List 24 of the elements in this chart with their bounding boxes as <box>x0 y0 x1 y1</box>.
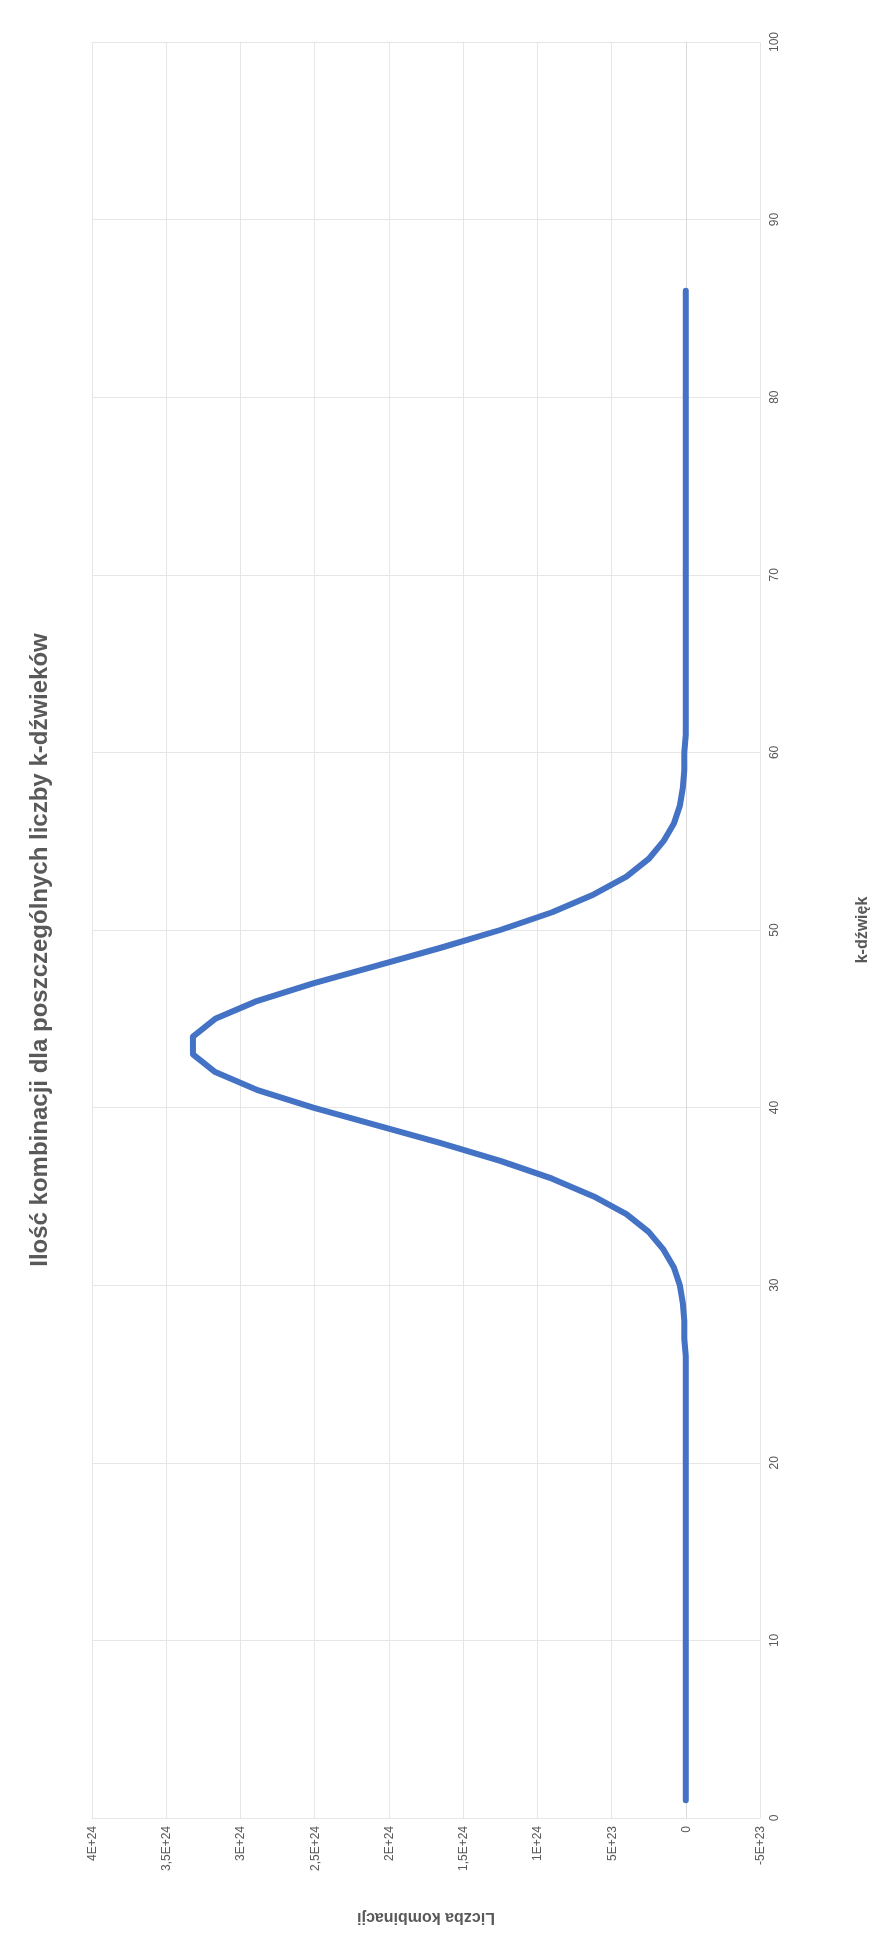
x-tick-label: 3,5E+24 <box>159 1825 174 1872</box>
y-tick-label: 30 <box>767 1278 781 1292</box>
x-tick-label: 2,5E+24 <box>307 1825 322 1872</box>
x-tick-label: 1E+24 <box>530 1825 545 1862</box>
x-axis-title: Liczba kombinacji <box>357 1909 495 1927</box>
x-tick-label: 5E+23 <box>604 1825 619 1862</box>
y-tick-label: 20 <box>767 1455 781 1470</box>
x-tick-label: 0 <box>678 1825 693 1833</box>
y-tick-label: 40 <box>767 1100 781 1115</box>
y-axis-title: k-dźwięk <box>852 896 870 964</box>
x-tick-label: 4E+24 <box>85 1825 99 1862</box>
y-tick-label: 90 <box>767 212 781 227</box>
y-tick-label: 50 <box>767 923 781 937</box>
y-tick-label: 100 <box>767 31 781 53</box>
text: Ilość kombinacji dla poszczególnych liczby k-dźwieków <box>24 632 52 1267</box>
y-tick-label: 80 <box>767 390 781 404</box>
y-tick-label: 70 <box>767 567 781 582</box>
x-tick-label: -5E+23 <box>753 1825 767 1866</box>
y-tick-label: 60 <box>767 745 781 760</box>
x-tick-label: 1,5E+24 <box>456 1825 471 1872</box>
x-tick-label: 3E+24 <box>233 1825 248 1862</box>
y-tick-label: 10 <box>767 1633 781 1648</box>
x-tick-label: 2E+24 <box>381 1825 396 1862</box>
y-tick-label: 0 <box>767 1814 781 1822</box>
